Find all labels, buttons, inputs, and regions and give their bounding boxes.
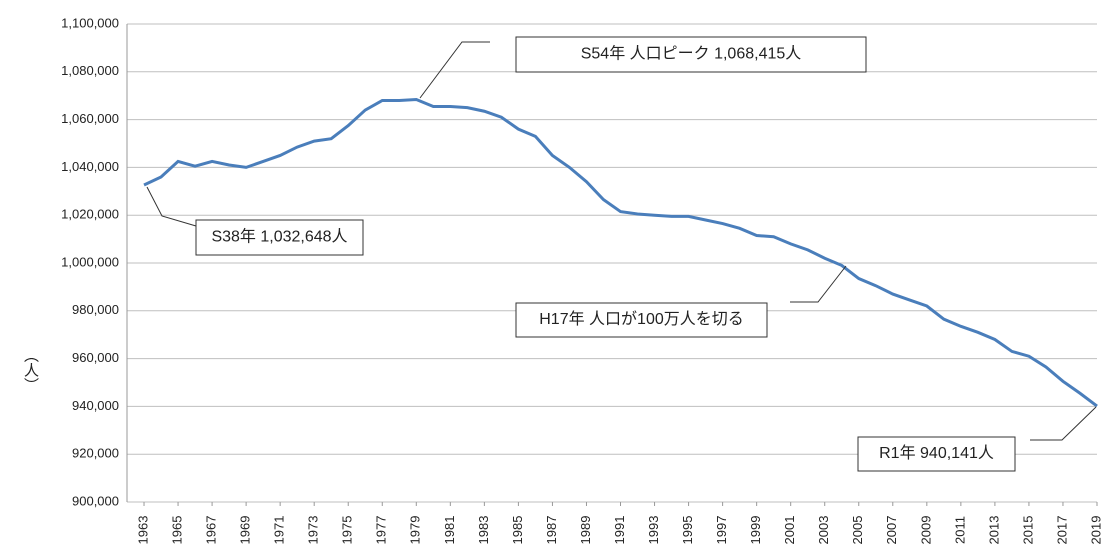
annotation-box (515, 302, 768, 338)
y-tick-label: 1,040,000 (61, 159, 119, 174)
x-tick-label: 1979 (408, 516, 423, 545)
x-tick-label: 1965 (169, 516, 184, 545)
x-tick-label: 1987 (544, 516, 559, 545)
y-tick-label: 940,000 (72, 398, 119, 413)
x-tick-label: 1983 (476, 516, 491, 545)
annotation-box (515, 36, 867, 73)
x-tick-label: 1995 (680, 516, 695, 545)
x-tick-label: 1969 (238, 516, 253, 545)
y-tick-label: 1,060,000 (61, 111, 119, 126)
x-tick-label: 1975 (340, 516, 355, 545)
x-tick-label: 2011 (952, 516, 967, 544)
annotation: R1年 940,141人 (879, 444, 994, 462)
x-tick-label: 1977 (374, 516, 389, 545)
leader-line (419, 41, 490, 99)
leader-line (146, 186, 197, 227)
x-tick-label: 1973 (306, 516, 321, 545)
annotation: S38年 1,032,648人 (211, 228, 347, 246)
y-axis-label: （人） (22, 348, 39, 393)
x-tick-label: 1991 (612, 516, 627, 545)
x-tick-label: 2013 (986, 516, 1001, 545)
y-tick-label: 900,000 (72, 493, 119, 508)
x-tick-label: 2005 (850, 516, 865, 545)
x-tick-label: 1967 (204, 516, 219, 545)
annotation: S54年 人口ピーク 1,068,415人 (581, 45, 802, 63)
x-tick-label: 2015 (1020, 516, 1035, 545)
y-tick-label: 920,000 (72, 446, 119, 461)
line (143, 97, 1098, 408)
annotation-box (195, 219, 364, 256)
y-tick-label: 980,000 (72, 302, 119, 317)
y-tick-label: 1,000,000 (61, 254, 119, 269)
x-tick-label: 1985 (510, 516, 525, 545)
x-tick-label: 1999 (748, 516, 763, 545)
x-tick-label: 1997 (714, 516, 729, 545)
y-tick-label: 1,020,000 (61, 207, 119, 222)
leader-line (790, 265, 847, 303)
annotation-box (857, 436, 1016, 472)
x-tick-label: 2009 (918, 516, 933, 545)
annotation: H17年 人口が100万人を切る (539, 310, 744, 328)
x-tick-label: 1993 (646, 516, 661, 545)
x-tick-label: 1989 (578, 516, 593, 545)
y-tick-label: 1,100,000 (61, 15, 119, 30)
x-tick-label: 2001 (782, 516, 797, 545)
x-tick-label: 2007 (884, 516, 899, 545)
y-tick-label: 960,000 (72, 350, 119, 365)
x-tick-label: 1971 (272, 516, 287, 545)
y-tick-label: 1,080,000 (61, 63, 119, 78)
x-tick-label: 1981 (442, 516, 457, 545)
x-tick-label: 2017 (1054, 516, 1069, 545)
leader-line (1030, 406, 1097, 441)
x-tick-label: 2019 (1088, 516, 1101, 545)
x-tick-label: 1963 (135, 516, 150, 545)
x-tick-label: 2003 (816, 516, 831, 545)
